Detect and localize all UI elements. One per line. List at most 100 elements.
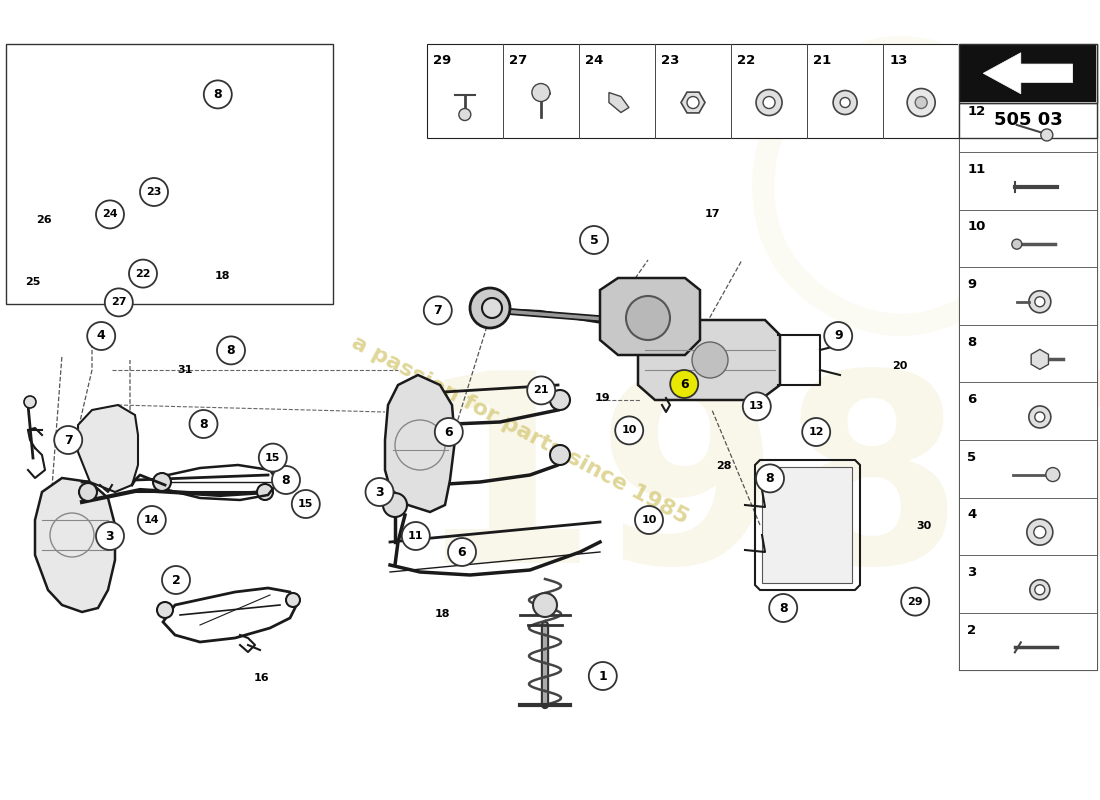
Circle shape [162,566,190,594]
Text: 15: 15 [265,453,280,462]
Circle shape [532,83,550,102]
Text: 4: 4 [967,508,977,522]
Circle shape [802,418,830,446]
Circle shape [1035,412,1045,422]
Bar [959,44,1097,102]
Polygon shape [681,92,705,113]
Text: 5: 5 [590,234,598,246]
Circle shape [635,506,663,534]
Bar [959,210,1097,267]
Bar [959,325,1097,382]
Polygon shape [78,405,138,492]
Circle shape [189,410,218,438]
Text: 9: 9 [834,330,843,342]
Text: 11: 11 [967,162,986,176]
Circle shape [140,178,168,206]
Bar [959,44,1097,102]
Text: 16: 16 [254,674,270,683]
Text: 31: 31 [177,365,192,374]
Polygon shape [983,53,1072,94]
Polygon shape [609,93,629,113]
Circle shape [1030,580,1049,600]
Circle shape [96,200,124,229]
Text: 13: 13 [749,402,764,411]
Circle shape [670,370,698,398]
Text: 12: 12 [967,105,986,118]
Text: 26: 26 [36,215,52,225]
Bar [959,613,1097,670]
Text: 3: 3 [967,566,977,579]
Text: 29: 29 [908,597,923,606]
Text: 5: 5 [967,450,977,464]
Circle shape [79,483,97,501]
Text: 19: 19 [595,394,610,403]
Circle shape [742,392,771,421]
Text: 23: 23 [146,187,162,197]
Circle shape [756,464,784,492]
Bar [959,44,1097,102]
Text: 21: 21 [534,386,549,395]
Circle shape [580,226,608,254]
Text: 27: 27 [111,298,126,307]
Bar [6,44,333,304]
Bar [959,94,1097,670]
Circle shape [615,416,644,445]
Text: 12: 12 [808,427,824,437]
Circle shape [157,602,173,618]
Polygon shape [600,278,700,355]
Text: 6: 6 [680,378,689,390]
Text: 8: 8 [779,602,788,614]
Circle shape [217,336,245,365]
Circle shape [1046,467,1059,482]
Circle shape [550,390,570,410]
Text: 14: 14 [144,515,159,525]
Circle shape [527,376,556,405]
Circle shape [459,109,471,121]
Text: 1985: 1985 [412,362,1100,618]
Text: 23: 23 [661,54,680,67]
Text: 1: 1 [598,670,607,682]
Text: 10: 10 [641,515,657,525]
Bar [959,498,1097,555]
Text: 24: 24 [102,210,118,219]
Circle shape [769,594,798,622]
Text: ○: ○ [730,0,1069,369]
Circle shape [756,90,782,115]
Circle shape [138,506,166,534]
Text: 13: 13 [889,54,908,67]
Circle shape [292,490,320,518]
Circle shape [908,89,935,117]
Text: 30: 30 [916,522,932,531]
Circle shape [257,484,273,500]
Text: 20: 20 [892,362,907,371]
Bar [959,555,1097,613]
Circle shape [448,538,476,566]
Bar [959,102,1097,138]
Circle shape [1041,129,1053,141]
Text: 11: 11 [408,531,424,541]
Circle shape [588,662,617,690]
Text: 28: 28 [716,461,732,470]
Circle shape [833,90,857,114]
Circle shape [24,396,36,408]
Circle shape [1028,290,1050,313]
Text: 22: 22 [737,54,756,67]
Circle shape [1035,297,1045,306]
Circle shape [204,80,232,109]
Text: 8: 8 [227,344,235,357]
Circle shape [550,445,570,465]
Text: 21: 21 [813,54,832,67]
Text: 2: 2 [172,574,180,586]
Circle shape [286,593,300,607]
Text: 25: 25 [25,277,41,286]
Circle shape [87,322,116,350]
Circle shape [434,418,463,446]
Text: 10: 10 [967,220,986,234]
Circle shape [104,288,133,317]
Circle shape [840,98,850,107]
Text: 8: 8 [967,335,977,349]
Text: 24: 24 [585,54,603,67]
Text: 22: 22 [135,269,151,278]
Circle shape [272,466,300,494]
Circle shape [365,478,394,506]
